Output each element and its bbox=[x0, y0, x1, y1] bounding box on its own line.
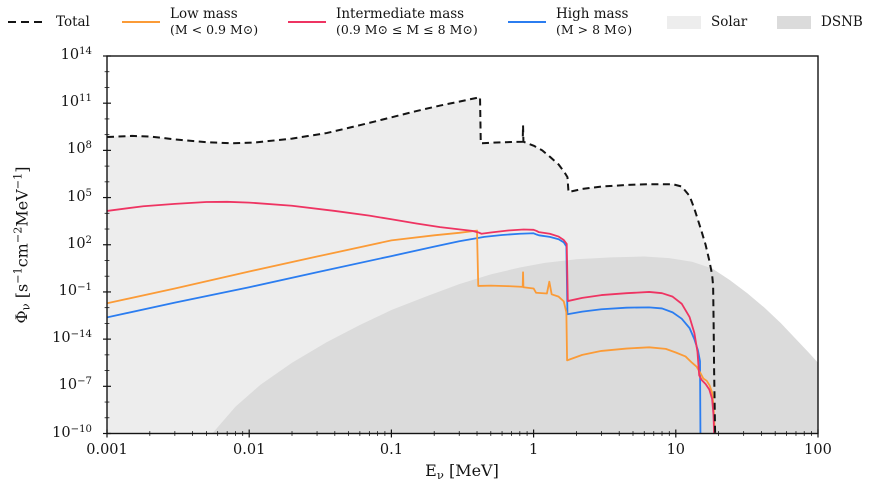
legend-item-solar: Solar bbox=[667, 0, 747, 44]
intermediate-mass-line-swatch bbox=[288, 20, 326, 24]
y-axis-subscript: ν bbox=[18, 303, 33, 311]
legend-label-intermediate-mass-title: Intermediate mass bbox=[336, 5, 465, 22]
x-axis-subscript: ν bbox=[436, 467, 444, 482]
solar-patch-swatch bbox=[667, 15, 701, 29]
legend-item-dsnb: DSNB bbox=[777, 0, 863, 44]
legend-label-low-mass: Low mass (M < 0.9 M⊙) bbox=[170, 6, 258, 38]
dsnb-patch-swatch bbox=[777, 15, 811, 29]
high-mass-line-swatch bbox=[508, 20, 546, 24]
legend-label-low-mass-range: (M < 0.9 M⊙) bbox=[170, 22, 259, 37]
legend-item-total: Total bbox=[8, 0, 90, 44]
y-axis-symbol: Φ bbox=[11, 310, 31, 324]
x-axis-symbol: E bbox=[425, 461, 437, 480]
legend-label-high-mass-title: High mass bbox=[556, 5, 629, 22]
legend-item-intermediate-mass: Intermediate mass (0.9 M⊙ ≤ M ≤ 8 M⊙) bbox=[288, 0, 478, 44]
legend-label-low-mass-title: Low mass bbox=[170, 5, 238, 22]
x-axis-units: [MeV] bbox=[443, 461, 499, 480]
y-tick-label: 105 bbox=[67, 187, 92, 205]
legend-item-low-mass: Low mass (M < 0.9 M⊙) bbox=[122, 0, 258, 44]
legend-label-solar: Solar bbox=[711, 13, 748, 30]
x-tick-label: 100 bbox=[804, 441, 832, 458]
legend-label-total: Total bbox=[56, 13, 90, 30]
y-tick-label: 1011 bbox=[60, 93, 92, 111]
x-tick-label: 1 bbox=[528, 441, 539, 458]
x-axis-label: Eν [MeV] bbox=[425, 461, 499, 482]
series-line-high-mass bbox=[107, 232, 702, 434]
legend-label-high-mass: High mass (M > 8 M⊙) bbox=[556, 6, 632, 38]
y-tick-label: 10−7 bbox=[58, 376, 92, 394]
plot-region bbox=[107, 96, 818, 434]
legend-label-dsnb: DSNB bbox=[821, 13, 863, 30]
y-tick-label: 102 bbox=[67, 234, 92, 252]
y-axis-units-part: ] bbox=[11, 166, 31, 173]
axis-ticks bbox=[103, 55, 819, 438]
y-tick-label: 10−1 bbox=[58, 281, 92, 299]
region-dsnb bbox=[212, 256, 818, 434]
legend-label-intermediate-mass: Intermediate mass (0.9 M⊙ ≤ M ≤ 8 M⊙) bbox=[336, 6, 478, 38]
y-tick-label: 108 bbox=[67, 140, 92, 158]
x-tick-label: 0.01 bbox=[233, 441, 266, 458]
legend-item-high-mass: High mass (M > 8 M⊙) bbox=[508, 0, 632, 44]
x-tick-label: 0.1 bbox=[379, 441, 403, 458]
total-dashed-line-swatch bbox=[8, 20, 46, 24]
series-line-intermediate-mass bbox=[107, 200, 716, 434]
legend: Total Low mass (M < 0.9 M⊙) Intermediate… bbox=[0, 0, 877, 46]
x-tick-label: 10 bbox=[666, 441, 686, 458]
low-mass-line-swatch bbox=[122, 20, 160, 24]
series-line-total bbox=[107, 96, 717, 434]
legend-label-high-mass-range: (M > 8 M⊙) bbox=[556, 22, 633, 37]
y-tick-label: 10−14 bbox=[52, 329, 92, 347]
y-tick-label: 1014 bbox=[60, 46, 92, 64]
legend-label-intermediate-mass-range: (0.9 M⊙ ≤ M ≤ 8 M⊙) bbox=[336, 22, 478, 37]
y-tick-label: 10−10 bbox=[52, 423, 92, 441]
x-tick-label: 0.001 bbox=[86, 441, 128, 458]
